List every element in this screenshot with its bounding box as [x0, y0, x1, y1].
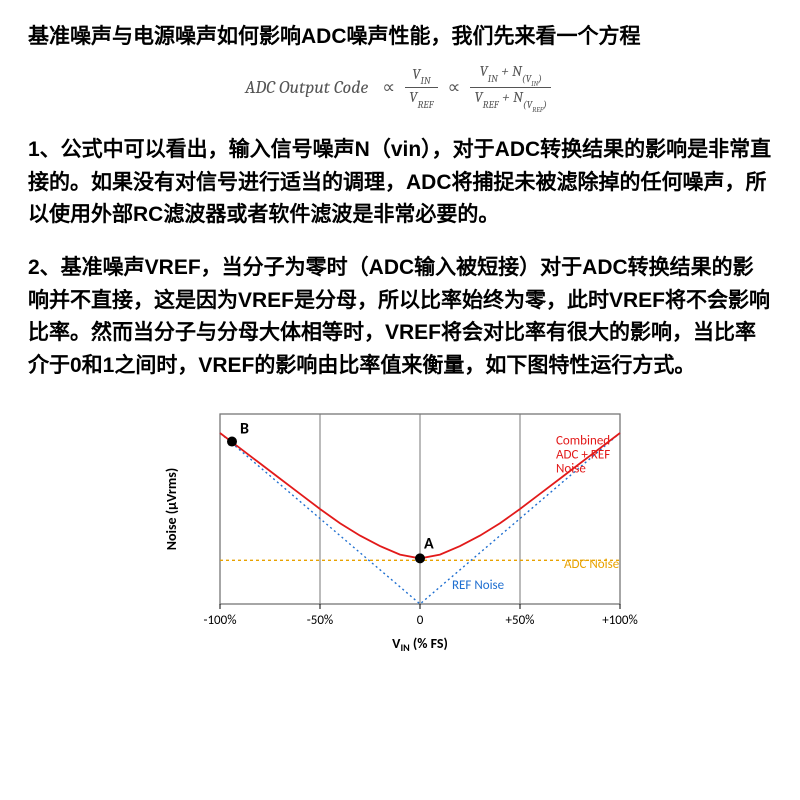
noise-chart: -100% -50% 0 +50% +100% Noise (µVrms) VIN (% F… [150, 402, 650, 662]
fraction-1: VIN VREF [405, 66, 437, 110]
svg-text:+100%: +100% [602, 613, 638, 628]
svg-text:REF Noise: REF Noise [452, 578, 504, 593]
prop-2: ∝ [448, 77, 461, 98]
formula-block: ADC Output Code ∝ VIN VREF ∝ VIN + N(VIN… [28, 63, 772, 112]
svg-text:Combined: Combined [556, 434, 610, 449]
svg-text:+50%: +50% [506, 613, 535, 628]
svg-text:0: 0 [417, 613, 424, 628]
formula-lhs: ADC Output Code [245, 77, 368, 98]
paragraph-2: 2、基准噪声VREF，当分子为零时（ADC输入被短接）对于ADC转换结果的影响并… [28, 252, 772, 382]
svg-text:ADC Noise: ADC Noise [564, 557, 619, 572]
svg-text:Noise: Noise [556, 462, 586, 477]
svg-text:A: A [424, 535, 434, 554]
svg-text:Noise (µVrms): Noise (µVrms) [163, 468, 180, 550]
svg-text:VIN (% FS): VIN (% FS) [392, 635, 448, 654]
paragraph-1: 1、公式中可以看出，输入信号噪声N（vin），对于ADC转换结果的影响是非常直接… [28, 134, 772, 232]
svg-text:ADC + REF: ADC + REF [556, 448, 610, 463]
fraction-2: VIN + N(VIN) VREF + N(VREF) [470, 63, 551, 112]
svg-text:-100%: -100% [203, 613, 236, 628]
svg-text:-50%: -50% [307, 613, 333, 628]
page-title: 基准噪声与电源噪声如何影响ADC噪声性能，我们先来看一个方程 [28, 22, 772, 51]
svg-text:B: B [240, 420, 249, 439]
prop-1: ∝ [382, 77, 395, 98]
